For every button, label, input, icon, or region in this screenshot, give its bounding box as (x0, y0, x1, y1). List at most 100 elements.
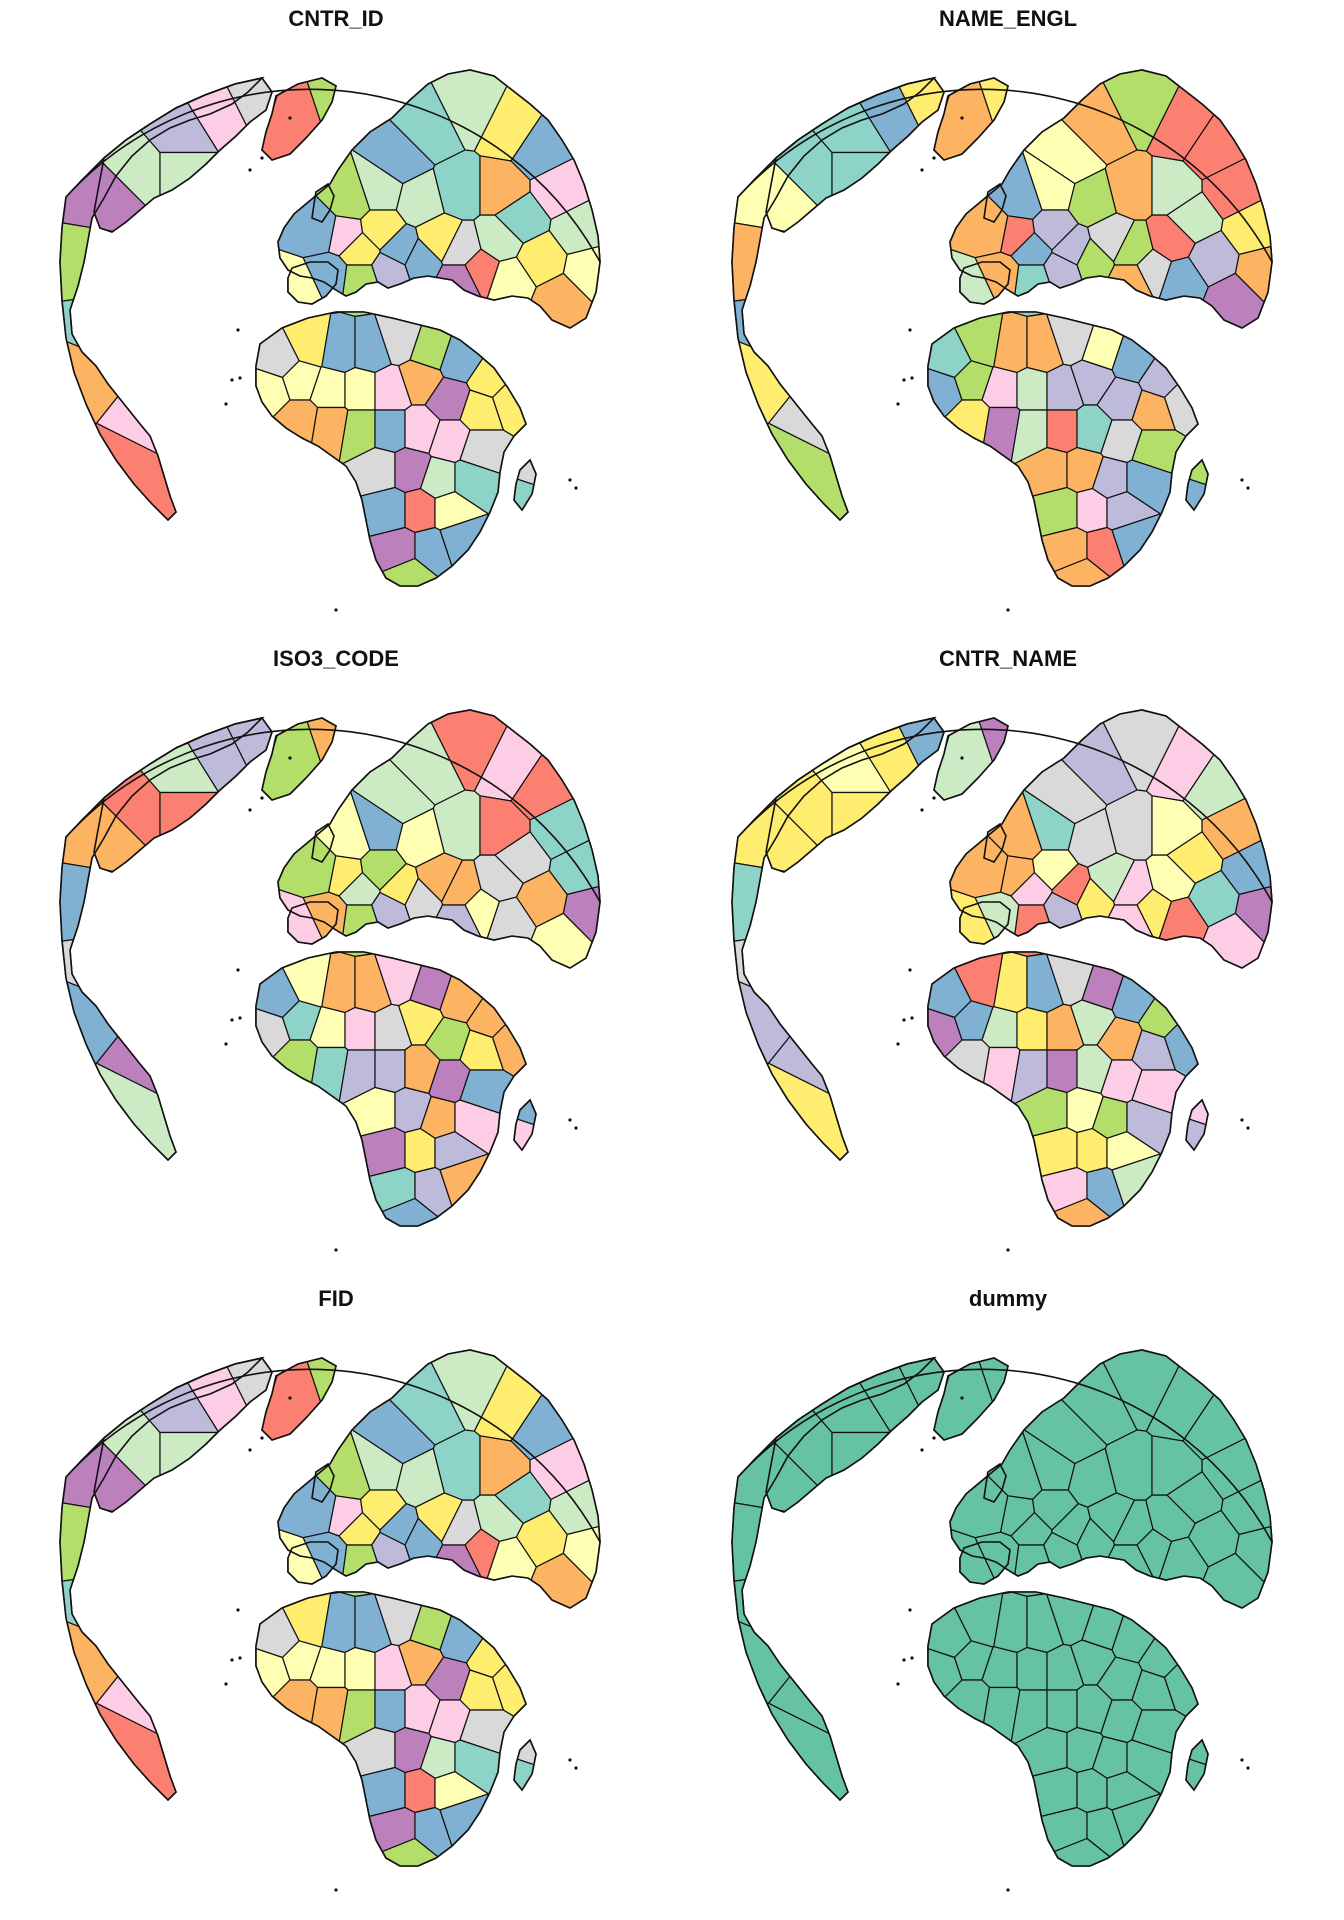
island-dot (574, 1766, 578, 1770)
island-dot (224, 1042, 228, 1046)
island-dot (260, 1436, 264, 1440)
globe-land-group (731, 709, 1273, 1252)
country-region (219, 1039, 319, 1178)
coastline-iberia (959, 1541, 1011, 1585)
country-region (193, 939, 300, 1019)
coastline-iberia (959, 901, 1011, 945)
coastline-madagascar (1185, 1098, 1209, 1152)
island-dot (1246, 1126, 1250, 1130)
island-dot (224, 402, 228, 406)
coastline-eurasia (949, 709, 1273, 969)
island-dot (288, 116, 292, 120)
country-region (219, 1679, 319, 1818)
coastline-africa (255, 951, 527, 1227)
coastline-greenland (933, 77, 1009, 161)
island-dot (1246, 486, 1250, 490)
island-dot (896, 402, 900, 406)
coastline-greenland (261, 77, 337, 161)
island-dot (568, 1118, 572, 1122)
country-region (159, 151, 260, 270)
island-dot (1240, 478, 1244, 482)
globe-edge (737, 728, 1273, 903)
island-dot (334, 1248, 338, 1252)
country-region (479, 155, 531, 216)
country-region (491, 991, 600, 1126)
panel-title: CNTR_NAME (938, 646, 1078, 671)
country-region (344, 1646, 376, 1691)
coastline-africa (927, 311, 1199, 587)
panel-title: ISO3_CODE (273, 646, 399, 671)
country-region (491, 1631, 600, 1766)
globe-edge (737, 88, 1273, 263)
coastline-madagascar (1185, 458, 1209, 512)
coastline-madagascar (513, 1098, 537, 1152)
country-region (831, 1431, 932, 1550)
country-region (1016, 1006, 1048, 1051)
coastline-canada (765, 77, 945, 233)
island-dot (910, 1016, 914, 1020)
country-region (159, 791, 260, 910)
island-dot (908, 968, 912, 972)
island-dot (236, 328, 240, 332)
country-region (404, 488, 436, 534)
coastline-canada (93, 77, 273, 233)
island-dot (920, 168, 924, 172)
country-region (965, 1837, 1174, 1866)
country-region (755, 70, 892, 154)
island-dot (248, 168, 252, 172)
country-region (374, 409, 406, 454)
map-panel-dummy: dummy (672, 1280, 1344, 1920)
country-polygons (732, 710, 1272, 1226)
coastline-iberia (287, 901, 339, 945)
country-region (732, 422, 899, 581)
coastline-africa (927, 951, 1199, 1227)
country-polygons (732, 70, 1272, 586)
country-region (906, 172, 1009, 259)
island-dot (932, 1436, 936, 1440)
island-dot (260, 156, 264, 160)
country-region (234, 812, 337, 899)
country-polygons (60, 710, 600, 1226)
country-region (60, 1702, 227, 1861)
country-region (1076, 488, 1108, 534)
country-region (293, 557, 502, 586)
country-region (293, 1837, 502, 1866)
coastline-africa (927, 1591, 1199, 1867)
country-region (831, 151, 932, 270)
coastline-britain (311, 1462, 335, 1503)
island-dot (238, 376, 242, 380)
island-dot (1006, 1248, 1010, 1252)
island-dot (1246, 1766, 1250, 1770)
country-region (732, 1062, 899, 1221)
country-region (439, 1793, 581, 1866)
country-region (906, 812, 1009, 899)
island-dot (902, 378, 906, 382)
island-dot (248, 808, 252, 812)
country-region (1111, 1153, 1253, 1226)
country-region (891, 399, 991, 538)
coastline-canada (765, 717, 945, 873)
coastline-eurasia (277, 69, 601, 329)
country-region (965, 557, 1174, 586)
country-region (344, 366, 376, 411)
coastline-britain (983, 822, 1007, 863)
island-dot (230, 1018, 234, 1022)
panel-title: FID (318, 1286, 354, 1311)
globe-map (731, 1349, 1273, 1892)
coastline-iberia (287, 1541, 339, 1585)
island-dot (896, 1042, 900, 1046)
island-dot (568, 478, 572, 482)
country-region (732, 281, 876, 372)
globe-land-group (59, 709, 601, 1252)
country-region (159, 1431, 260, 1550)
country-region (60, 1062, 227, 1221)
country-polygons (732, 1350, 1272, 1866)
island-dot (932, 156, 936, 160)
country-region (83, 710, 220, 794)
coastline-greenland (933, 1357, 1009, 1441)
country-region (755, 710, 892, 794)
country-region (344, 1006, 376, 1051)
coastline-africa (255, 311, 527, 587)
country-region (479, 1435, 531, 1496)
coastline-canada (93, 1357, 273, 1513)
